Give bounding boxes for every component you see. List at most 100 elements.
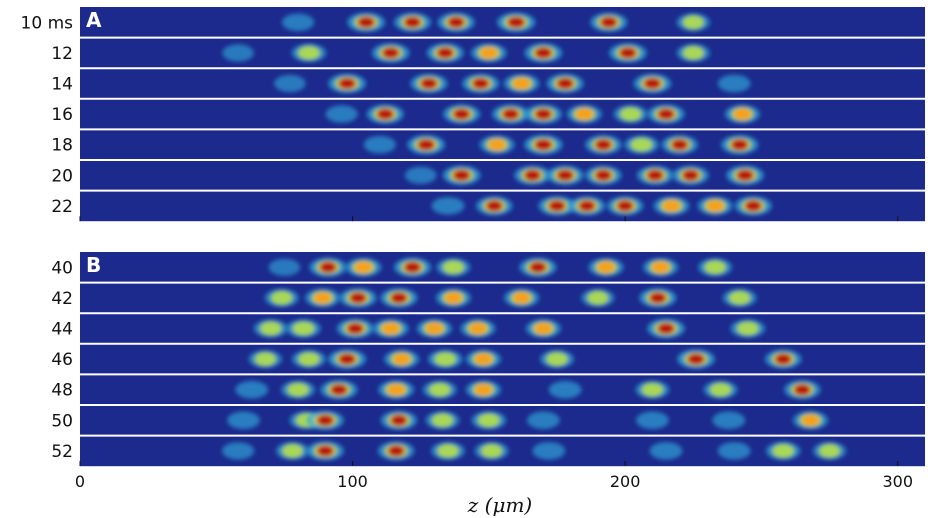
- atom-cluster: [639, 288, 677, 308]
- atom-cluster: [676, 44, 711, 62]
- atom-cluster: [425, 411, 460, 430]
- atom-cluster: [462, 74, 500, 93]
- row-time-label: 22: [51, 197, 73, 217]
- atom-cluster: [275, 442, 310, 460]
- atom-cluster: [717, 74, 751, 93]
- atom-cluster: [524, 43, 563, 63]
- row-a-0: [281, 12, 711, 33]
- atom-cluster: [676, 13, 711, 32]
- atom-cluster: [548, 380, 582, 399]
- x-tick-label: 0: [75, 472, 85, 491]
- atom-cluster: [606, 196, 644, 216]
- atom-cluster: [384, 349, 420, 369]
- atom-cluster: [264, 288, 299, 307]
- atom-cluster: [514, 165, 551, 185]
- atom-cluster: [647, 318, 685, 339]
- atom-cluster: [636, 411, 669, 430]
- atom-cluster: [642, 258, 679, 277]
- atom-cluster: [526, 411, 560, 430]
- atom-cluster: [540, 350, 575, 369]
- row-time-label: 20: [51, 166, 73, 186]
- row-b-2: [253, 318, 766, 339]
- atom-cluster: [380, 410, 418, 430]
- atom-cluster: [636, 165, 674, 185]
- row-time-label: 44: [51, 320, 73, 340]
- atom-cluster: [524, 104, 562, 124]
- atom-cluster: [325, 105, 358, 123]
- row-a-2: [274, 73, 751, 94]
- atom-cluster: [371, 43, 410, 63]
- x-tick-label: 100: [337, 472, 368, 491]
- atom-cluster: [765, 349, 802, 369]
- atom-cluster: [812, 442, 847, 460]
- atom-cluster: [291, 43, 327, 63]
- atom-cluster: [274, 74, 306, 93]
- atom-cluster: [253, 319, 288, 338]
- atom-cluster: [470, 43, 507, 63]
- atom-cluster: [281, 380, 316, 399]
- atom-cluster: [460, 319, 496, 338]
- atom-cluster: [304, 288, 341, 308]
- atom-cluster: [436, 258, 471, 277]
- atom-cluster: [347, 12, 386, 32]
- atom-cluster: [291, 350, 326, 369]
- atom-cluster: [380, 288, 418, 308]
- atom-cluster: [581, 289, 615, 307]
- row-a-3: [325, 104, 760, 124]
- row-b-0: [268, 257, 733, 277]
- atom-cluster: [286, 319, 321, 338]
- atom-cluster: [404, 166, 437, 184]
- row-time-label: 42: [51, 289, 73, 309]
- atom-cluster: [503, 74, 540, 93]
- atom-cluster: [519, 257, 557, 277]
- atom-cluster: [427, 350, 463, 369]
- atom-cluster: [422, 380, 457, 399]
- row-time-label: 52: [51, 442, 73, 462]
- atom-cluster: [525, 319, 561, 338]
- atom-cluster: [697, 196, 733, 216]
- atom-cluster: [503, 288, 540, 308]
- atom-cluster: [336, 319, 374, 338]
- row-time-label: 48: [51, 381, 73, 401]
- row-b-4: [235, 380, 821, 400]
- atom-cluster: [479, 135, 515, 154]
- atom-cluster: [717, 442, 751, 460]
- atom-cluster: [532, 442, 566, 460]
- atom-cluster: [677, 349, 715, 369]
- atom-cluster: [546, 74, 584, 93]
- atom-cluster: [624, 135, 659, 154]
- atom-cluster: [633, 73, 672, 94]
- atom-cluster: [730, 319, 766, 338]
- atom-cluster: [471, 411, 507, 430]
- atom-cluster: [442, 165, 481, 185]
- row-b-5: [227, 410, 829, 430]
- atom-cluster: [712, 411, 746, 430]
- z-axis: 0 100 200 300: [75, 216, 913, 491]
- cluster-layer: [221, 257, 847, 461]
- atom-cluster: [609, 43, 647, 63]
- row-b-3: [248, 349, 802, 369]
- atom-cluster: [765, 441, 801, 460]
- atom-cluster: [474, 441, 509, 460]
- x-tick-label: 200: [610, 472, 641, 491]
- atom-cluster: [394, 257, 432, 277]
- atom-cluster: [437, 12, 475, 32]
- atom-cluster: [734, 196, 772, 216]
- atom-cluster: [281, 13, 315, 32]
- atom-cluster: [722, 288, 757, 307]
- cluster-layer: [222, 12, 772, 216]
- atom-cluster: [306, 441, 344, 461]
- atom-cluster: [476, 196, 513, 216]
- atom-cluster: [721, 135, 759, 155]
- atom-cluster: [635, 380, 670, 399]
- atom-cluster: [416, 319, 452, 338]
- atom-cluster: [497, 12, 536, 33]
- panel-b: 40 42 44 46 48 50 52 B: [51, 252, 925, 467]
- atom-cluster: [588, 258, 624, 277]
- atom-cluster: [492, 104, 530, 124]
- atom-cluster: [784, 380, 821, 400]
- z-axis-label: z (μm): [467, 493, 532, 517]
- x-tick-label: 300: [882, 472, 913, 491]
- atom-cluster: [524, 135, 563, 155]
- row-time-label: 16: [51, 105, 73, 125]
